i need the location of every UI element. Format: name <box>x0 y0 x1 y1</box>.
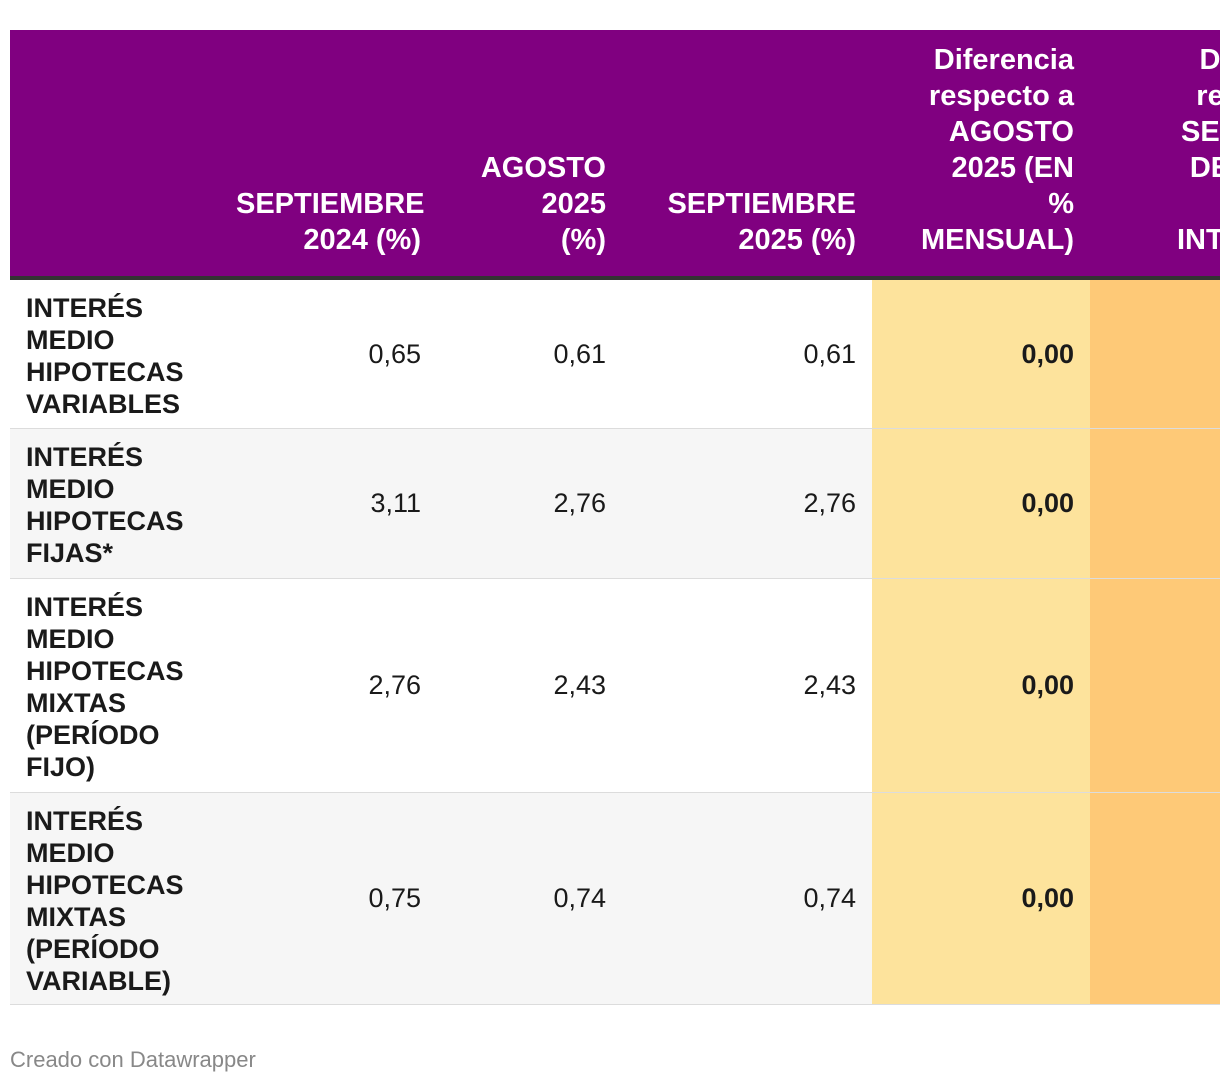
header-text: SEP <box>1180 116 1220 148</box>
row-label-line: (PERÍODO <box>26 719 160 750</box>
row-label-line: MEDIO <box>26 837 115 868</box>
row-label-line: FIJO) <box>26 751 96 782</box>
header-text: Diferencia <box>933 44 1074 76</box>
data-table: SEPTIEMBRE 2024 (%) AGOSTO 2025 (%) SEPT… <box>10 30 1220 1005</box>
value-diff-annual-cut <box>1090 428 1220 579</box>
header-text: AGOSTO <box>480 152 606 184</box>
header-text: MENSUAL) <box>920 224 1074 256</box>
table-row: INTERÉS MEDIO HIPOTECAS MIXTAS (PERÍODO VARIA… <box>10 792 1220 1005</box>
row-label-line: (PERÍODO <box>26 933 160 964</box>
header-text: (%) <box>560 224 606 256</box>
header-cell-diff-monthly: Diferencia respecto a AGOSTO 2025 (EN % … <box>872 30 1090 280</box>
value-diff-monthly: 0,00 <box>872 578 1090 793</box>
row-label-line: HIPOTECAS <box>26 505 184 536</box>
row-label-line: HIPOTECAS <box>26 357 184 387</box>
datawrapper-credit[interactable]: Creado con Datawrapper <box>10 1047 256 1072</box>
value-sep-2024: 2,76 <box>220 578 437 793</box>
header-text: 2024 (%) <box>303 224 421 256</box>
header-cell-sep-2024: SEPTIEMBRE 2024 (%) <box>220 30 437 280</box>
value-sep-2024: 0,75 <box>220 792 437 1005</box>
value-sep-2025: 0,74 <box>622 792 872 1005</box>
value-diff-monthly: 0,00 <box>872 792 1090 1005</box>
value-sep-2025: 2,43 <box>622 578 872 793</box>
row-label-line: INTERÉS <box>26 805 144 836</box>
row-label-line: MIXTAS <box>26 901 126 932</box>
header-text: 2025 (%) <box>738 224 856 256</box>
row-label: INTERÉS MEDIO HIPOTECAS MIXTAS (PERÍODO VARIA… <box>10 792 220 1005</box>
table-row: INTERÉS MEDIO HIPOTECAS FIJAS* 3,11 2,76 2,76 0… <box>10 428 1220 579</box>
header-cell-ago-2025: AGOSTO 2025 (%) <box>437 30 622 280</box>
row-label-line: INTERÉS <box>26 293 144 323</box>
header-text: SEPTIEMBRE <box>667 188 856 220</box>
header-text: respecto a <box>928 80 1074 112</box>
value-diff-annual-cut <box>1090 578 1220 793</box>
header-text: % <box>1048 188 1074 220</box>
row-label: INTERÉS MEDIO HIPOTECAS MIXTAS (PERÍODO FIJO) <box>10 578 220 793</box>
value-sep-2025: 0,61 <box>622 278 872 429</box>
header-cell-label <box>10 30 220 280</box>
table-body: INTERÉS MEDIO HIPOTECAS VARIABLES 0,65 0,61 0,… <box>10 278 1220 1005</box>
row-label-line: FIJAS* <box>26 537 114 568</box>
header-text: 2025 (EN <box>951 152 1074 184</box>
header-text: SEPTIEMBRE <box>236 188 425 220</box>
row-label-line: HIPOTECAS <box>26 869 184 900</box>
row-label-line: INTERÉS <box>26 591 144 622</box>
value-diff-monthly: 0,00 <box>872 428 1090 579</box>
table-row: INTERÉS MEDIO HIPOTECAS MIXTAS (PERÍODO FIJO)… <box>10 578 1220 793</box>
row-label-line: VARIABLES <box>26 389 181 419</box>
data-table-container: SEPTIEMBRE 2024 (%) AGOSTO 2025 (%) SEPT… <box>10 30 1220 1005</box>
header-cell-diff-annual: D re SEP DE INTE <box>1090 30 1220 280</box>
value-ago-2025: 0,61 <box>437 278 622 429</box>
row-label-line: VARIABLE) <box>26 965 171 996</box>
table-row: INTERÉS MEDIO HIPOTECAS VARIABLES 0,65 0,61 0,… <box>10 278 1220 429</box>
value-diff-annual-cut <box>1090 792 1220 1005</box>
row-label: INTERÉS MEDIO HIPOTECAS FIJAS* <box>10 428 220 579</box>
row-label: INTERÉS MEDIO HIPOTECAS VARIABLES <box>10 278 220 429</box>
value-ago-2025: 2,76 <box>437 428 622 579</box>
header-cell-sep-2025: SEPTIEMBRE 2025 (%) <box>622 30 872 280</box>
row-label-line: HIPOTECAS <box>26 655 184 686</box>
value-sep-2024: 3,11 <box>220 428 437 579</box>
row-label-line: MIXTAS <box>26 687 126 718</box>
header-text <box>1106 186 1220 222</box>
value-sep-2024: 0,65 <box>220 278 437 429</box>
header-row: SEPTIEMBRE 2024 (%) AGOSTO 2025 (%) SEPT… <box>10 30 1220 280</box>
row-label-line: INTERÉS <box>26 441 144 472</box>
row-label-line: MEDIO <box>26 473 115 504</box>
value-diff-monthly: 0,00 <box>872 278 1090 429</box>
value-ago-2025: 2,43 <box>437 578 622 793</box>
header-text: 2025 <box>541 188 606 220</box>
header-text: DE <box>1189 152 1220 184</box>
value-sep-2025: 2,76 <box>622 428 872 579</box>
header-text: INTE <box>1176 224 1220 256</box>
header-text: re <box>1196 80 1220 112</box>
header-text: AGOSTO <box>948 116 1074 148</box>
value-diff-annual-cut <box>1090 278 1220 429</box>
value-ago-2025: 0,74 <box>437 792 622 1005</box>
row-label-line: MEDIO <box>26 325 115 355</box>
row-label-line: MEDIO <box>26 623 115 654</box>
header-text: D <box>1199 44 1220 76</box>
